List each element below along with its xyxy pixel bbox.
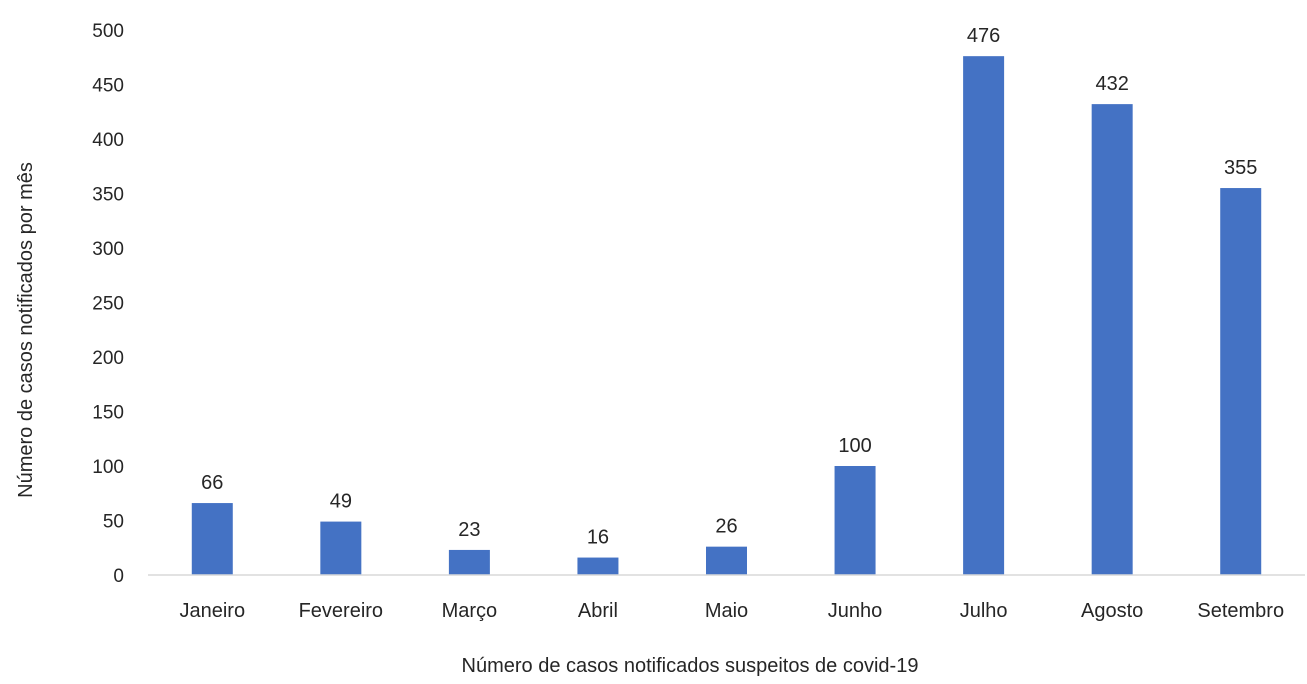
bar-junho [834, 466, 876, 575]
bar-setembro [1220, 188, 1262, 576]
bar-fevereiro [320, 521, 362, 575]
data-label: 355 [1224, 157, 1257, 179]
data-label: 66 [201, 472, 223, 494]
bar-agosto [1091, 104, 1133, 576]
data-label: 100 [838, 435, 871, 457]
y-tick-label: 100 [92, 457, 124, 478]
data-label: 26 [715, 516, 737, 538]
bar-janeiro [191, 503, 233, 575]
y-tick-label: 50 [103, 512, 124, 533]
y-axis-ticks: 0 50 100 150 200 250 300 350 400 450 500 [92, 21, 124, 587]
x-tick-label: Agosto [1081, 600, 1143, 622]
bar-julho [963, 56, 1005, 576]
y-axis-title: Número de casos notificados por mês [15, 162, 37, 498]
x-tick-label: Março [442, 600, 498, 622]
x-tick-label: Janeiro [179, 600, 245, 622]
x-tick-label: Fevereiro [299, 600, 383, 622]
x-tick-label: Julho [960, 600, 1008, 622]
x-axis-categories: Janeiro Fevereiro Março Abril Maio Junho Julho… [179, 600, 1284, 622]
data-labels: 66 49 23 16 26 100 476 432 355 [201, 25, 1257, 548]
y-tick-label: 250 [92, 294, 124, 315]
y-tick-label: 350 [92, 185, 124, 206]
y-tick-label: 450 [92, 76, 124, 97]
x-tick-label: Maio [705, 600, 748, 622]
y-tick-label: 500 [92, 21, 124, 42]
data-label: 49 [330, 491, 352, 513]
x-tick-label: Junho [828, 600, 883, 622]
x-axis-title: Número de casos notificados suspeitos de… [462, 655, 919, 677]
x-tick-label: Abril [578, 600, 618, 622]
y-tick-label: 300 [92, 239, 124, 260]
y-tick-label: 0 [113, 566, 124, 587]
y-tick-label: 200 [92, 348, 124, 369]
x-tick-label: Setembro [1197, 600, 1284, 622]
bars [191, 56, 1262, 576]
data-label: 16 [587, 527, 609, 549]
y-tick-label: 150 [92, 403, 124, 424]
bar-março [448, 549, 490, 575]
bar-abril [577, 557, 619, 575]
bar-maio [706, 546, 747, 575]
data-label: 476 [967, 25, 1000, 47]
data-label: 23 [458, 519, 480, 541]
y-tick-label: 400 [92, 130, 124, 151]
data-label: 432 [1095, 73, 1128, 95]
